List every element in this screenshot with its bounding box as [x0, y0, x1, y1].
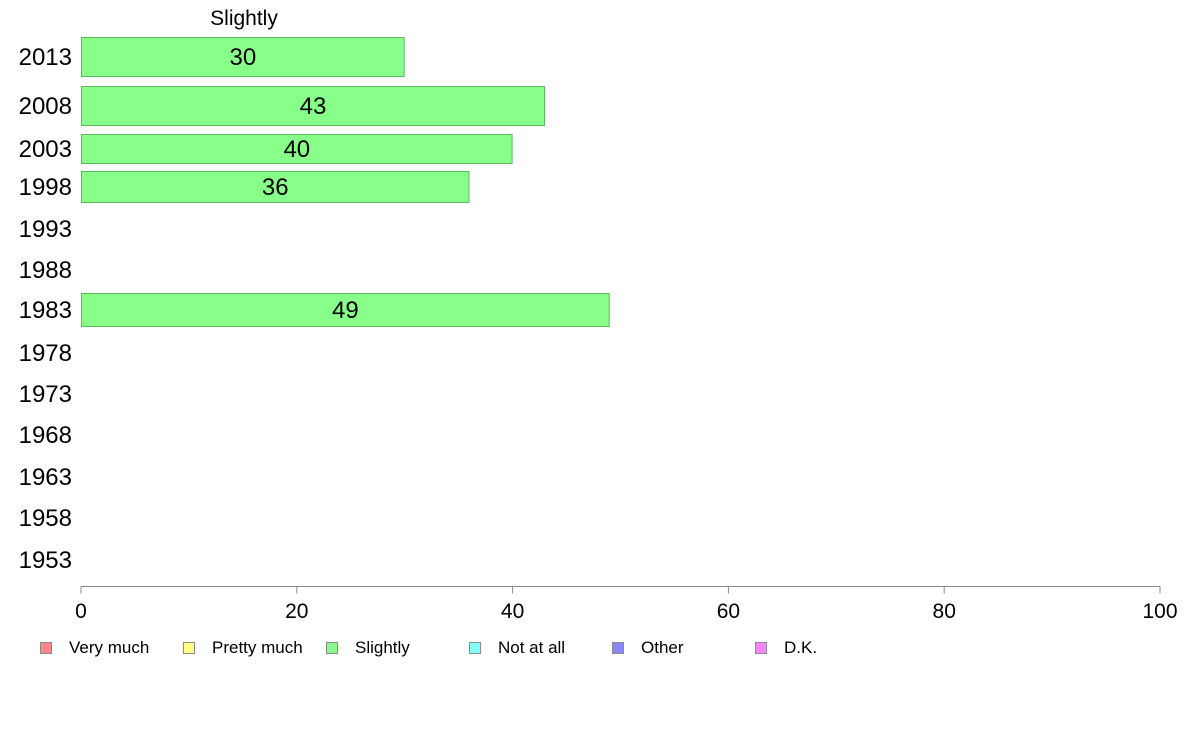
category-label: 1973 [19, 381, 72, 408]
bar [81, 37, 405, 77]
category-label: 1993 [19, 216, 72, 243]
x-tick-label: 40 [501, 600, 524, 623]
legend-item-other: Other [612, 638, 684, 658]
bar-chart: Slightly 2013 2008 2003 1998 1993 1988 1983 197… [19, 7, 1178, 623]
legend-item-pretty-much: Pretty much [183, 638, 303, 658]
legend-swatch-pretty-much [183, 642, 195, 654]
x-tick-label: 0 [75, 600, 87, 623]
data-label: 30 [229, 44, 256, 71]
x-tick-label: 80 [933, 600, 956, 623]
category-label: 1983 [19, 297, 72, 324]
x-tick-label: 20 [285, 600, 308, 623]
legend-swatch-slightly [326, 642, 338, 654]
legend-label: Slightly [355, 638, 410, 657]
chart-title: Slightly [210, 7, 278, 30]
data-label: 40 [283, 136, 310, 163]
legend: Very much Pretty much Slightly Not at al… [0, 638, 1188, 662]
x-tick-label: 60 [717, 600, 740, 623]
data-label: 36 [262, 174, 289, 201]
legend-item-dk: D.K. [755, 638, 817, 658]
x-tick-label: 100 [1142, 600, 1177, 623]
x-axis: 0 20 40 60 80 100 [75, 586, 1178, 623]
category-label: 1968 [19, 422, 72, 449]
category-label: 2003 [19, 136, 72, 163]
legend-label: Other [641, 638, 684, 657]
bar [81, 134, 513, 164]
legend-label: Not at all [498, 638, 566, 657]
legend-label: Pretty much [212, 638, 303, 657]
category-label: 1963 [19, 464, 72, 491]
category-label: 1988 [19, 257, 72, 284]
category-label: 1958 [19, 505, 72, 532]
category-labels: 2013 2008 2003 1998 1993 1988 1983 1978 1973 1968… [19, 44, 72, 574]
category-label: 1998 [19, 174, 72, 201]
data-label: 49 [332, 297, 359, 324]
legend-item-slightly: Slightly [326, 638, 410, 658]
legend-item-not-at-all: Not at all [469, 638, 565, 658]
category-label: 1978 [19, 340, 72, 367]
legend-swatch-dk [755, 642, 767, 654]
bar [81, 86, 545, 126]
category-label: 1953 [19, 547, 72, 574]
legend-swatch-not-at-all [469, 642, 481, 654]
legend-swatch-other [612, 642, 624, 654]
category-label: 2008 [19, 93, 72, 120]
legend-label: D.K. [784, 638, 818, 657]
bar [81, 293, 610, 327]
bars: 30 43 40 36 49 [81, 37, 610, 327]
data-label: 43 [300, 93, 327, 120]
category-label: 2013 [19, 44, 72, 71]
bar [81, 171, 470, 203]
legend-swatch-very-much [40, 642, 52, 654]
legend-item-very-much: Very much [40, 638, 149, 658]
legend-label: Very much [69, 638, 150, 657]
